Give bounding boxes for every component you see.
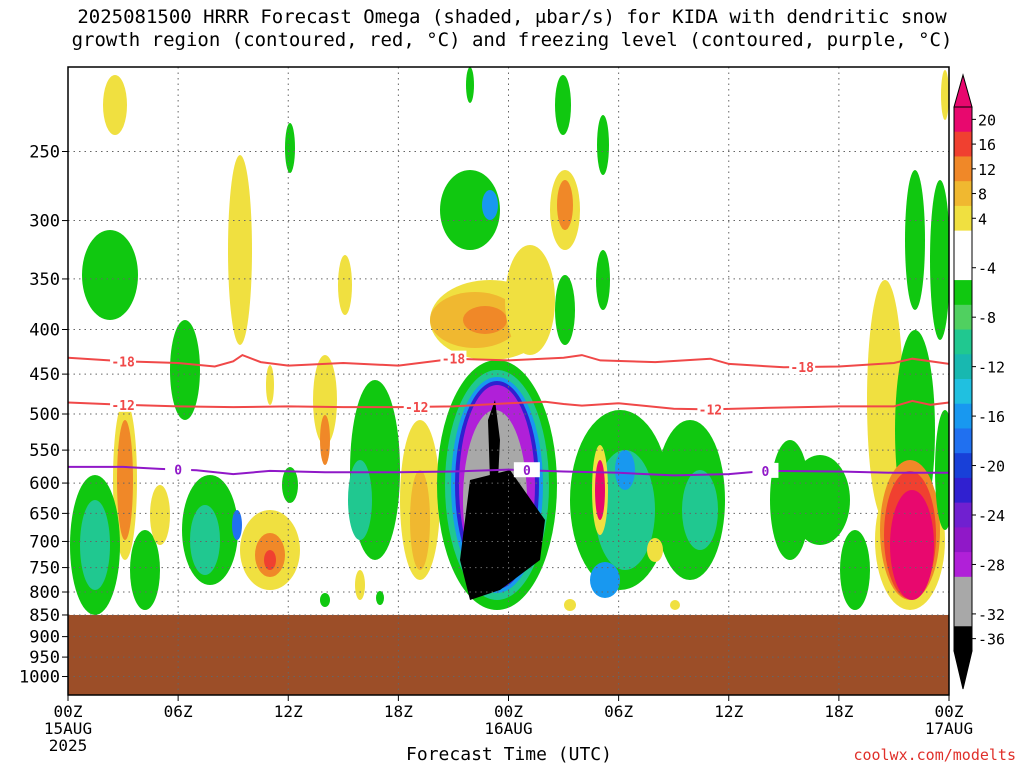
colorbar-swatch: [954, 181, 972, 207]
x-tick-label: 00Z: [494, 702, 523, 721]
contour-label-bg: [697, 401, 724, 417]
colorbar-swatch: [954, 453, 972, 479]
y-tick-label: 700: [29, 532, 60, 552]
x-tick-label: 00Z: [54, 702, 83, 721]
x-tick-label: 12Z: [274, 702, 303, 721]
temperature-contours: -18 -18 -18 -12 -12 -12 0 0 0: [68, 350, 949, 480]
colorbar-swatch: [954, 477, 972, 504]
colorbar-label: -12: [978, 359, 1005, 377]
colorbar-swatch: [954, 354, 972, 380]
colorbar-label: 16: [978, 136, 996, 154]
contour-label: -12: [405, 401, 428, 416]
colorbar-label: -32: [978, 606, 1005, 624]
colorbar-bottom-arrow: [953, 650, 973, 690]
colorbar-swatch: [954, 527, 972, 553]
x-tick-year: 2025: [49, 736, 88, 755]
contour-label: 0: [523, 464, 531, 479]
colorbar-label: -36: [978, 631, 1005, 649]
colorbar-swatch: [954, 304, 972, 331]
colorbar-label: -8: [978, 309, 996, 327]
y-tick-label: 1000: [19, 668, 60, 688]
contour-label: 0: [174, 464, 182, 479]
colorbar-swatch: [954, 428, 972, 454]
contour-label-bg: [110, 396, 137, 412]
x-tick-date: 16AUG: [484, 719, 532, 738]
omega-shading: [70, 67, 949, 615]
colorbar-legend: 20 16 12 8 4 -4 -8 -12 -16 -20 -24 -28 -32 -36: [953, 73, 1005, 690]
contour-label-bg: [440, 350, 467, 366]
colorbar-swatch: [954, 255, 972, 281]
contour-label-bg: [165, 461, 192, 477]
y-tick-label: 250: [29, 143, 60, 163]
contour-label: -18: [442, 353, 466, 368]
y-tick-label: 400: [29, 321, 60, 341]
x-tick-label: 12Z: [714, 702, 743, 721]
colorbar-swatch: [954, 379, 972, 405]
contour-label-bg: [110, 353, 137, 369]
x-tick-label: 18Z: [384, 702, 413, 721]
y-tick-label: 600: [29, 474, 60, 494]
y-tick-label: 800: [29, 583, 60, 603]
colorbar-label: 20: [978, 111, 996, 129]
y-tick-label: 950: [29, 648, 60, 668]
contour-label: -18: [111, 355, 135, 370]
colorbar-swatch: [954, 131, 972, 157]
colorbar-label: 8: [978, 186, 987, 204]
x-tick-label: 06Z: [164, 702, 193, 721]
title-line-1: 2025081500 HRRR Forecast Omega (shaded, …: [77, 6, 947, 28]
x-tick-date: 15AUG: [44, 719, 92, 738]
gridlines: [68, 67, 949, 695]
x-axis-label: Forecast Time (UTC): [406, 744, 612, 765]
colorbar-label: -4: [978, 260, 996, 278]
colorbar-swatch: [954, 403, 972, 429]
colorbar-swatch: [954, 576, 972, 603]
contour-label: -12: [699, 403, 722, 418]
ground-below-surface: [68, 614, 949, 695]
colorbar-label: 4: [978, 210, 987, 228]
chart-title: 2025081500 HRRR Forecast Omega (shaded, …: [0, 6, 1024, 52]
colorbar-swatch: [954, 502, 972, 528]
y-tick-label: 650: [29, 504, 60, 524]
x-tick-label: 18Z: [824, 702, 853, 721]
colorbar-swatch: [954, 280, 972, 306]
colorbar-swatch: [954, 601, 972, 627]
y-tick-label: 750: [29, 559, 60, 579]
y-tick-label: 900: [29, 628, 60, 648]
colorbar-swatch: [954, 329, 972, 355]
colorbar-swatch: [954, 230, 972, 256]
y-tick-label: 450: [29, 365, 60, 385]
colorbar-label: -20: [978, 458, 1005, 476]
site-credit: coolwx.com/modelts: [853, 746, 1016, 764]
contour-label-bg: [752, 462, 779, 478]
contour-label-bg: [403, 398, 430, 414]
y-tick-label: 350: [29, 270, 60, 290]
colorbar-top-arrow: [953, 73, 973, 108]
y-tick-label: 300: [29, 212, 60, 232]
colorbar-swatch: [954, 205, 972, 232]
x-tick-label: 00Z: [935, 702, 964, 721]
x-tick-label: 06Z: [604, 702, 633, 721]
y-axis: 2503003504004505005506006507007508008509…: [19, 143, 68, 688]
contour-label: -18: [790, 361, 814, 376]
contour-label-bg: [513, 462, 540, 478]
colorbar-swatch: [954, 156, 972, 182]
contour-label: 0: [762, 465, 770, 480]
colorbar-label: -28: [978, 556, 1005, 574]
title-line-2: growth region (contoured, red, °C) and f…: [71, 29, 953, 51]
x-tick-date: 17AUG: [925, 719, 973, 738]
colorbar-label: -24: [978, 507, 1005, 525]
contour-label: -12: [111, 399, 134, 414]
contour-label-bg: [789, 359, 816, 375]
colorbar-swatch: [954, 626, 972, 652]
colorbar-label: -16: [978, 408, 1005, 426]
colorbar-label: 12: [978, 161, 996, 179]
y-tick-label: 550: [29, 441, 60, 461]
contour-line-2: [68, 399, 949, 411]
y-tick-label: 850: [29, 606, 60, 626]
colorbar-swatch: [954, 107, 972, 133]
y-tick-label: 500: [29, 405, 60, 425]
colorbar-swatch: [954, 552, 972, 578]
